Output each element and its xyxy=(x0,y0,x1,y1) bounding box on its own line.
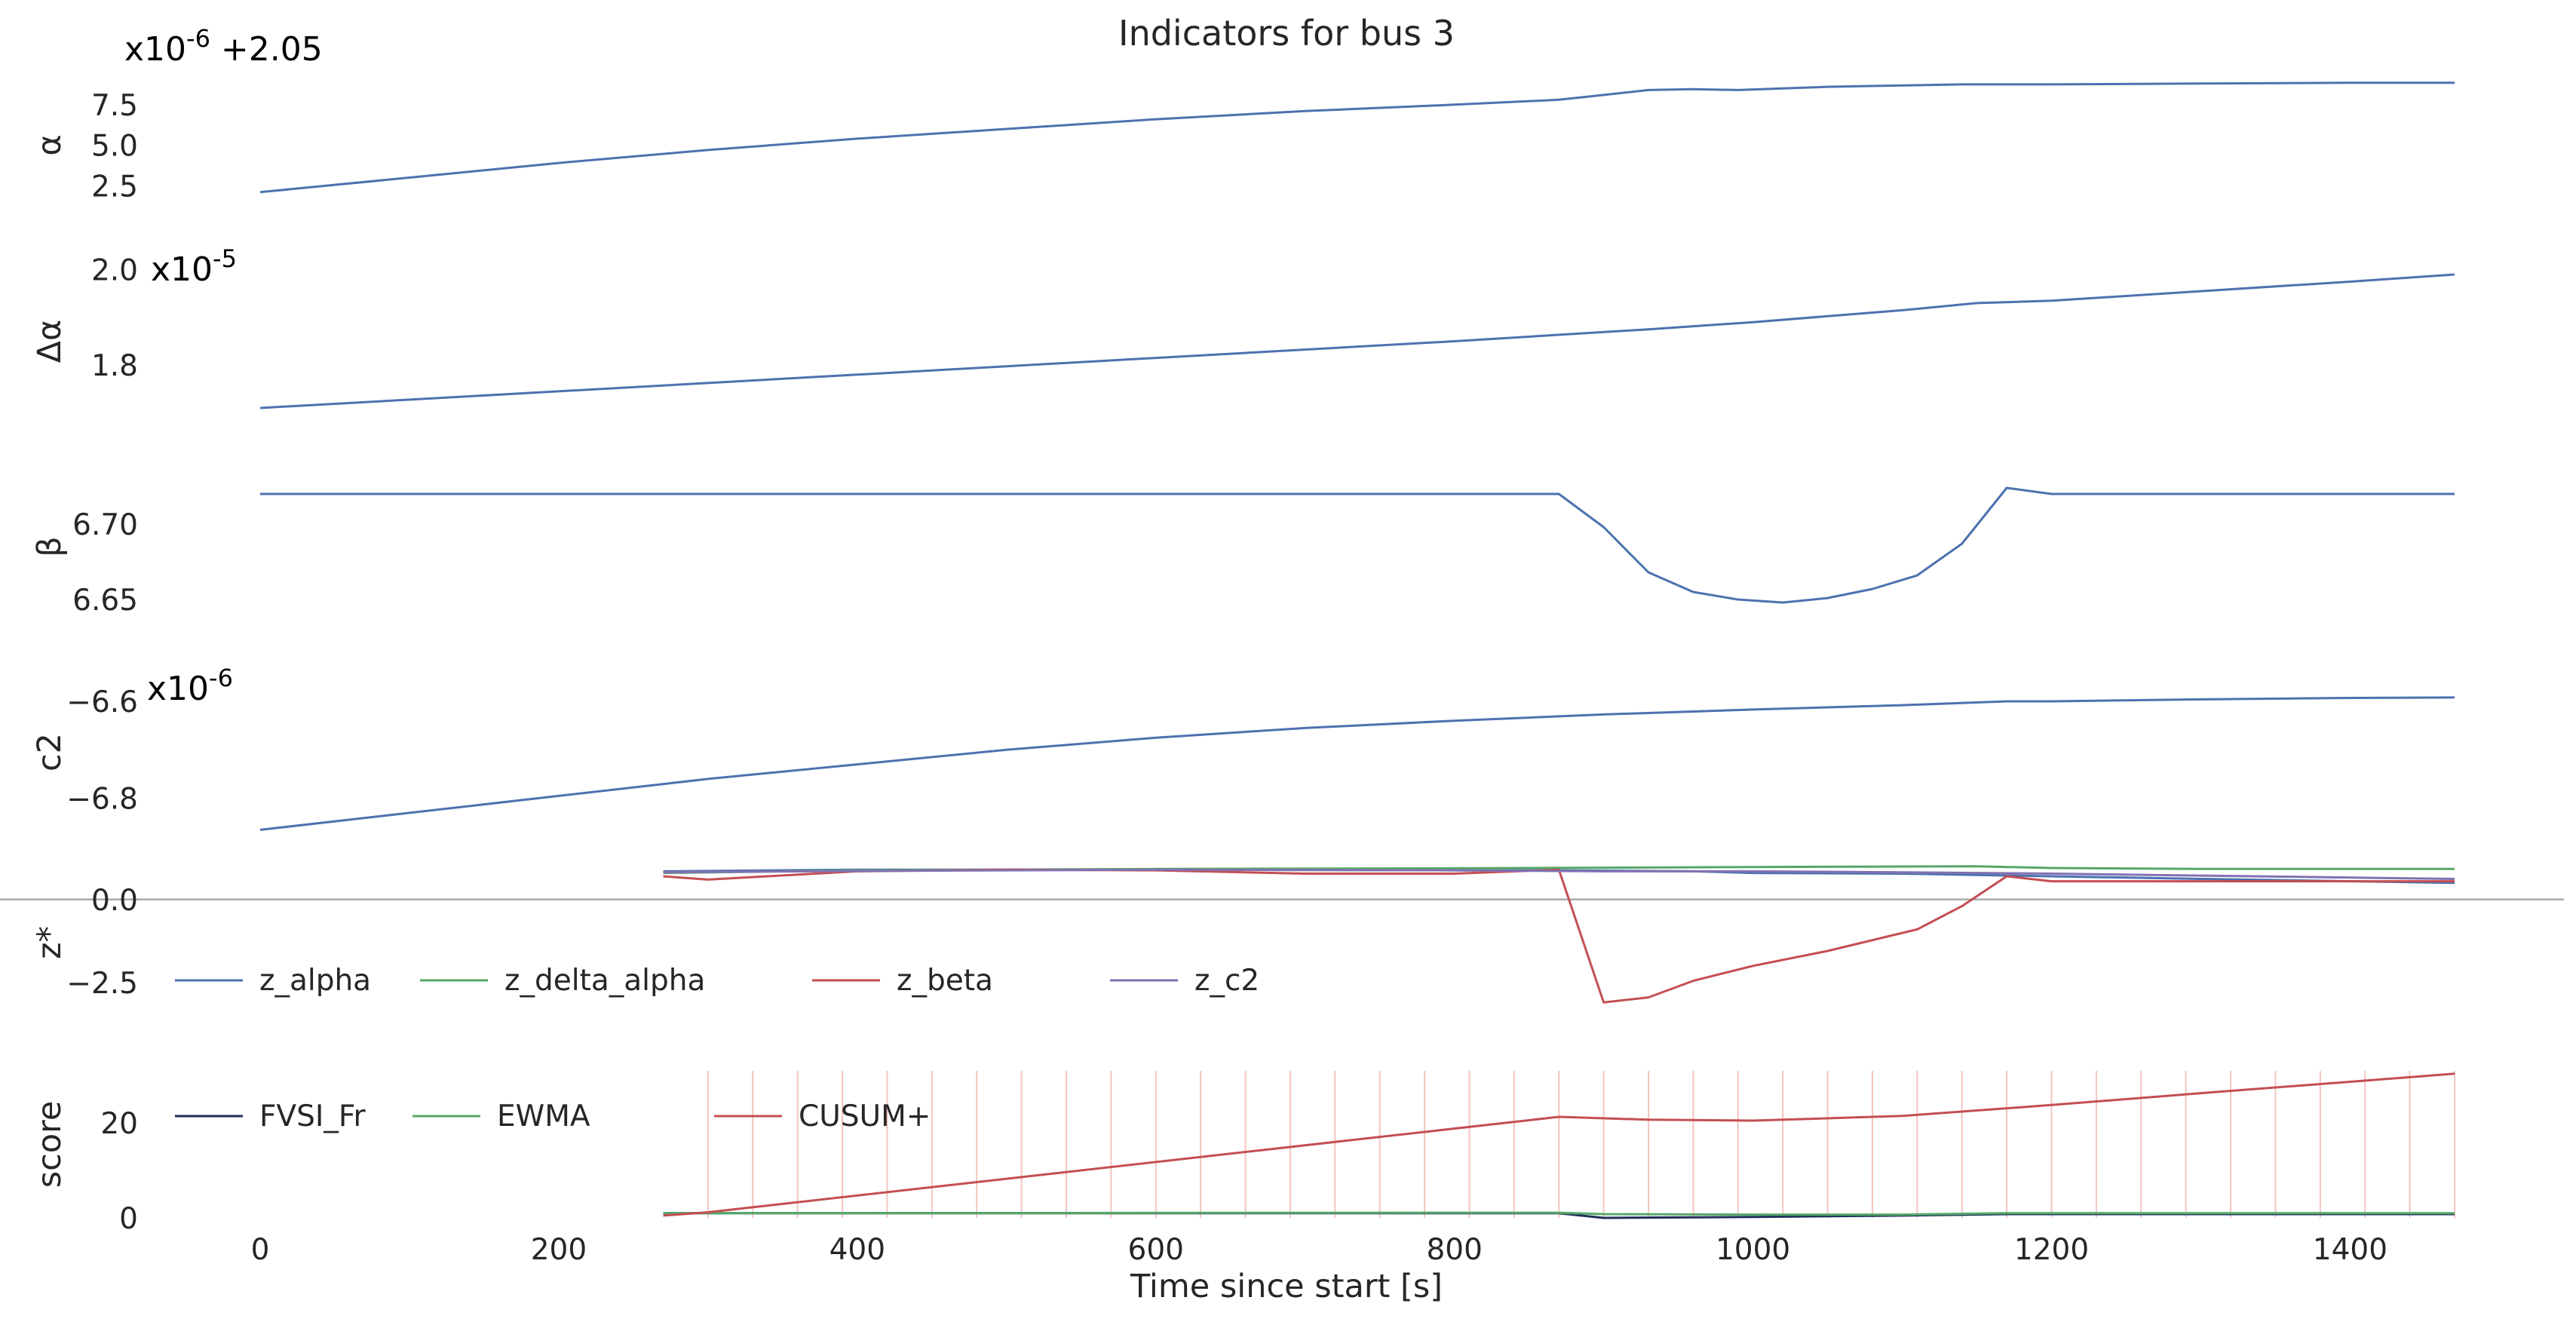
y-tick-label: 0 xyxy=(119,1202,138,1236)
y-axis-label-z: z* xyxy=(31,926,69,959)
series-line-EWMA xyxy=(663,1211,2455,1216)
offset-label-c2: x10-6 xyxy=(147,664,233,708)
y-axis-label-c2: c2 xyxy=(31,733,69,771)
panel-alpha: α 7.5 5.0 2.5 x10-6 +2.05 xyxy=(31,24,2455,204)
legend-item: EWMA xyxy=(497,1100,590,1133)
series-line xyxy=(260,486,2455,604)
y-axis-label-alpha: α xyxy=(31,134,69,155)
legend-item: z_delta_alpha xyxy=(504,964,705,998)
x-tick-label: 1000 xyxy=(1716,1233,1790,1267)
y-axis-label-beta: β xyxy=(31,536,69,557)
y-axis-label-delta_alpha: Δα xyxy=(31,320,69,363)
x-tick-label: 0 xyxy=(251,1233,270,1267)
legend-item: CUSUM+ xyxy=(799,1100,931,1133)
y-tick-label: 1.8 xyxy=(91,349,138,383)
legend-item: z_beta xyxy=(897,964,993,998)
y-tick-label: 0.0 xyxy=(91,884,138,918)
y-tick-label: 6.70 xyxy=(72,508,138,542)
panel-score: score 20 0 FVSI_Fr EWMA CUSUM+ xyxy=(31,1071,2455,1236)
panel-beta: β6.70 6.65 xyxy=(31,486,2455,618)
y-tick-label: −2.5 xyxy=(66,967,138,1001)
series-line-CUSUM+ xyxy=(663,1072,2455,1217)
x-tick-label: 800 xyxy=(1426,1233,1482,1267)
chart-title: Indicators for bus 3 xyxy=(1118,13,1455,54)
offset-label-alpha: x10-6 +2.05 xyxy=(124,24,323,69)
x-tick-label: 600 xyxy=(1128,1233,1184,1267)
legend-item: FVSI_Fr xyxy=(259,1100,366,1133)
legend-item: z_c2 xyxy=(1194,964,1259,998)
y-tick-label: 2.0 xyxy=(91,254,138,288)
series-line xyxy=(259,81,2455,194)
x-tick-label: 1400 xyxy=(2313,1233,2387,1267)
y-tick-label: 6.65 xyxy=(72,584,138,618)
x-tick-label: 1200 xyxy=(2014,1233,2089,1267)
y-tick-label: 20 xyxy=(100,1107,138,1141)
panel-z: z* 0.0 −2.5 z_alpha z_delta_alpha z_beta z_c2 xyxy=(0,865,2564,1004)
series-line xyxy=(259,696,2455,831)
series-line-z_c2 xyxy=(663,868,2455,880)
y-tick-label: −6.8 xyxy=(66,783,138,817)
legend-item: z_alpha xyxy=(259,964,371,998)
x-tick-label: 200 xyxy=(531,1233,587,1267)
x-axis-label: Time since start [s] xyxy=(1130,1268,1443,1305)
y-tick-label: 2.5 xyxy=(91,170,138,204)
x-axis: 0 200 400 600 800 1000 1200 1400 xyxy=(251,1233,2387,1267)
x-tick-label: 400 xyxy=(830,1233,885,1267)
y-tick-label: 5.0 xyxy=(91,130,138,164)
offset-label-delta_alpha: x10-5 xyxy=(151,244,237,289)
series-line xyxy=(259,273,2455,409)
panel-delta_alpha: Δα 2.0 1.8 x10-5 xyxy=(31,244,2455,409)
y-axis-label-score: score xyxy=(31,1101,69,1188)
y-tick-label: 7.5 xyxy=(91,89,138,123)
y-tick-label: −6.6 xyxy=(66,685,138,719)
plot-area: α 7.5 5.0 2.5 x10-6 +2.05 Δα 2.0 1.8 x10-5 β6.70 6… xyxy=(0,24,2564,1236)
panel-c2: c2 −6.6 −6.8 x10-6 xyxy=(31,664,2455,831)
